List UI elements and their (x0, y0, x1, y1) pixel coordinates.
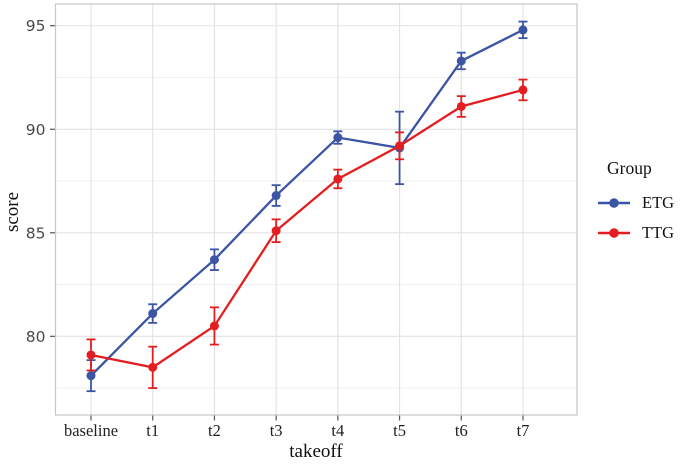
data-point-ttg (271, 226, 281, 236)
data-point-etg (333, 133, 343, 143)
y-tick-label: 95 (26, 17, 46, 35)
data-point-ttg (395, 141, 405, 151)
x-tick-label: t7 (517, 421, 530, 440)
x-axis-title: takeoff (289, 441, 343, 462)
data-point-ttg (518, 85, 528, 95)
legend-item-ttg: TTG (597, 223, 674, 243)
data-point-ttg (456, 101, 466, 111)
data-point-ttg (148, 362, 158, 372)
y-tick-label: 80 (26, 328, 46, 346)
x-tick-label: t3 (270, 421, 283, 440)
data-point-etg (271, 191, 281, 201)
y-axis-title: score (2, 191, 23, 233)
x-tick-label: t1 (146, 421, 159, 440)
x-tick-label: t4 (331, 421, 344, 440)
data-point-ttg (209, 321, 219, 331)
series-line-ttg (90, 88, 524, 369)
y-tick-label: 85 (26, 224, 46, 242)
ttg-key-icon (598, 228, 630, 238)
legend-title: Group (607, 158, 652, 178)
data-point-ttg (86, 350, 96, 360)
y-tick-label: 90 (26, 121, 46, 139)
data-point-etg (86, 371, 96, 381)
data-point-etg (148, 309, 158, 319)
data-point-etg (518, 25, 528, 35)
legend: Group ETG TTG (597, 158, 674, 253)
x-tick-label: baseline (64, 421, 118, 440)
legend-label-etg: ETG (642, 193, 675, 212)
x-tick-label: t6 (455, 421, 468, 440)
series-line-etg (90, 28, 524, 377)
etg-key-icon (598, 198, 630, 208)
data-point-etg (456, 56, 466, 66)
panel-background (55, 4, 577, 415)
legend-label-ttg: TTG (642, 223, 675, 242)
panel-border (54, 3, 578, 416)
legend-item-etg: ETG (597, 193, 674, 213)
data-point-etg (209, 255, 219, 265)
x-tick-label: t5 (393, 421, 406, 440)
data-point-ttg (333, 174, 343, 184)
x-tick-label: t2 (208, 421, 221, 440)
